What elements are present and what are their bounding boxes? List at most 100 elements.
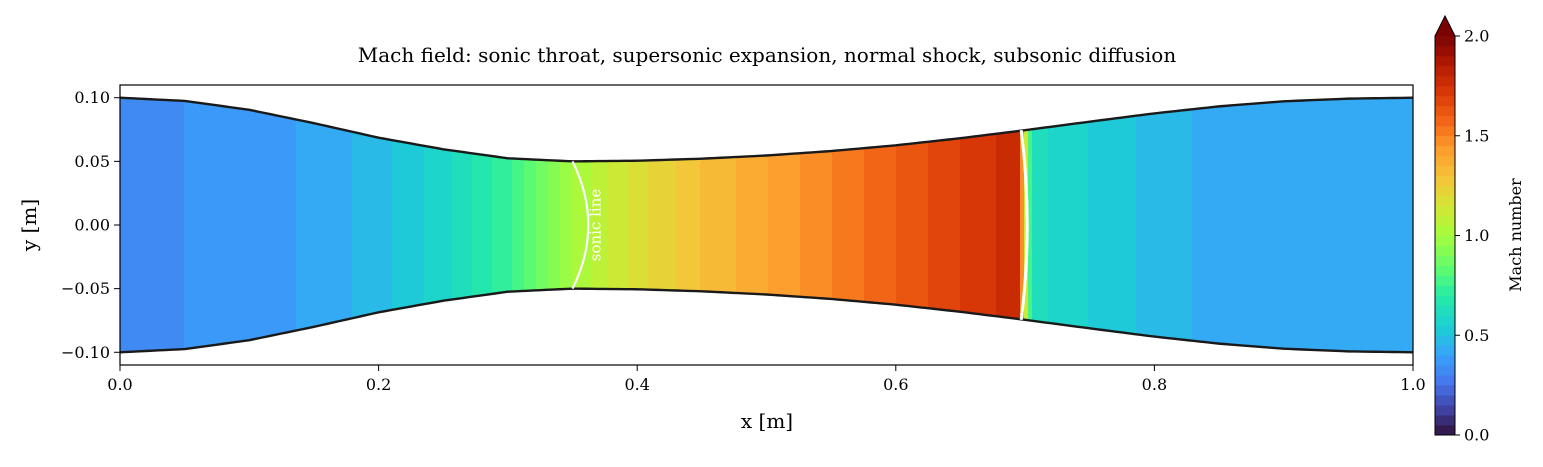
field-strip	[1316, 97, 1321, 353]
field-strip	[528, 97, 533, 353]
field-strip	[220, 97, 225, 353]
field-strip	[624, 97, 629, 353]
field-strip	[672, 97, 677, 353]
colorbar-bands	[1434, 14, 1456, 436]
colorbar-band	[1435, 305, 1455, 316]
field-strip	[192, 97, 197, 353]
field-strip	[464, 97, 469, 353]
mach-field	[120, 97, 1413, 353]
colorbar-band	[1435, 165, 1455, 177]
field-strip	[236, 97, 241, 353]
field-strip	[1020, 97, 1025, 353]
field-strip	[656, 97, 661, 353]
field-strip	[852, 97, 857, 353]
field-strip	[1092, 97, 1097, 353]
x-axis: 0.0 0.2 0.4 0.6 0.8 1.0	[107, 365, 1426, 394]
field-strip	[1192, 97, 1197, 353]
field-strip	[1272, 97, 1277, 353]
field-strip	[1052, 97, 1057, 353]
field-strip	[300, 97, 305, 353]
field-strip	[828, 97, 833, 353]
field-strip	[928, 97, 933, 353]
field-strip	[172, 97, 177, 353]
colorbar-band	[1435, 145, 1455, 157]
field-strip	[432, 97, 437, 353]
field-strip	[196, 97, 201, 353]
field-strip	[340, 97, 345, 353]
field-strip	[1212, 97, 1217, 353]
field-strip	[460, 97, 465, 353]
field-strip	[1012, 97, 1017, 353]
field-strip	[588, 97, 593, 353]
field-strip	[688, 97, 693, 353]
field-strip	[880, 97, 885, 353]
field-strip	[448, 97, 453, 353]
field-strip	[356, 97, 361, 353]
field-strip	[396, 97, 401, 353]
field-strip	[956, 97, 961, 353]
y-tick-label: −0.05	[61, 279, 110, 298]
field-strip	[1148, 97, 1153, 353]
field-strip	[644, 97, 649, 353]
field-strip	[176, 97, 181, 353]
field-strip	[364, 97, 369, 353]
field-strip	[944, 97, 949, 353]
field-strip	[1080, 97, 1085, 353]
field-strip	[728, 97, 733, 353]
field-strip	[1164, 97, 1169, 353]
field-strip	[668, 97, 673, 353]
field-strip	[1016, 97, 1021, 353]
colorbar-extend-arrow	[1435, 16, 1455, 36]
colorbar-band	[1435, 115, 1455, 127]
field-strip	[1260, 97, 1265, 353]
colorbar-band	[1435, 355, 1455, 366]
y-tick-label: 0.05	[74, 152, 110, 171]
field-strip	[1152, 97, 1157, 353]
lower-wall	[119, 287, 1414, 354]
field-strip	[208, 97, 213, 353]
field-strip	[404, 97, 409, 353]
field-strip	[1288, 97, 1293, 353]
field-strip	[1108, 97, 1113, 353]
field-strip	[592, 97, 597, 353]
colorbar-tick-label: 2.0	[1464, 27, 1489, 46]
field-strip	[1356, 97, 1361, 353]
field-strip	[824, 97, 829, 353]
field-strip	[1396, 97, 1401, 353]
field-strip	[204, 97, 209, 353]
field-strip	[512, 97, 517, 353]
field-strip	[744, 97, 749, 353]
colorbar-band	[1435, 205, 1455, 216]
field-strip	[876, 97, 881, 353]
field-strip	[516, 97, 521, 353]
colorbar-band	[1435, 265, 1455, 276]
field-strip	[1224, 97, 1229, 353]
field-strip	[648, 97, 653, 353]
field-strip	[872, 97, 877, 353]
field-strip	[724, 97, 729, 353]
field-strip	[120, 97, 125, 353]
field-strip	[1308, 97, 1313, 353]
field-strip	[1388, 97, 1393, 353]
field-strip	[964, 97, 969, 353]
colorbar: 0.0 0.5 1.0 1.5 2.0 Mach number	[1434, 14, 1525, 445]
field-strip	[552, 97, 557, 353]
field-strip	[328, 97, 333, 353]
colorbar-band	[1435, 175, 1455, 187]
colorbar-outline	[1434, 14, 1456, 436]
field-strip	[1156, 97, 1161, 353]
field-strip	[1296, 97, 1301, 353]
field-strip	[312, 97, 317, 353]
field-strip	[984, 97, 989, 353]
colorbar-band	[1435, 245, 1455, 256]
field-strip	[1112, 97, 1117, 353]
field-strip	[128, 97, 133, 353]
field-strip	[676, 97, 681, 353]
field-strip	[1144, 97, 1149, 353]
field-strip	[764, 97, 769, 353]
field-strip	[1208, 97, 1213, 353]
field-strip	[992, 97, 997, 353]
field-strip	[1172, 97, 1177, 353]
field-strip	[188, 97, 193, 353]
